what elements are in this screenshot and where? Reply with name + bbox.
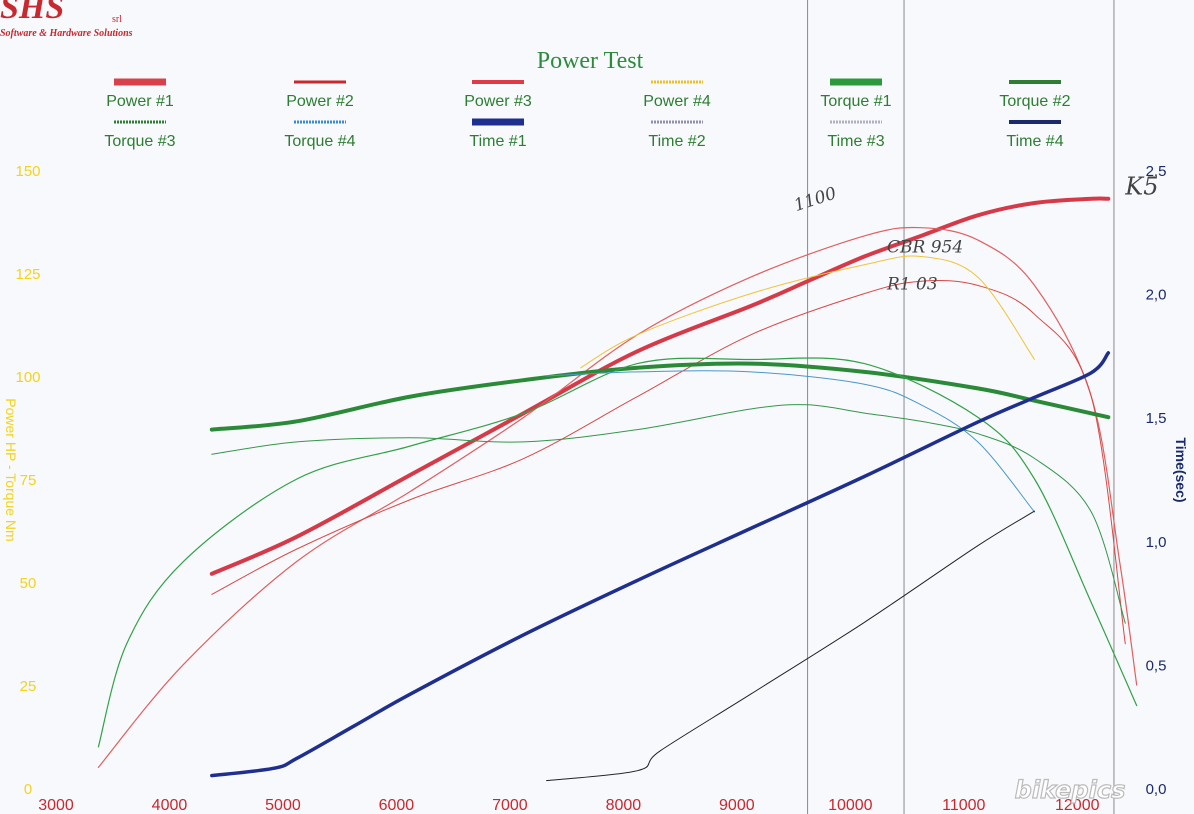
legend-label-power-2: Power #2 [286,93,354,110]
annotation-cbr-954: CBR 954 [887,237,963,257]
legend-label-torque-1: Torque #1 [820,93,891,110]
legend-label-power-4: Power #4 [643,93,711,110]
right-axis-label: Time(sec) [1173,437,1189,502]
logo-text: SHS [0,0,64,26]
left-axis-ticks: 0 25 50 75 100 125 150 [15,163,40,798]
right-tick-label: 1,0 [1146,534,1167,551]
watermark: bikepics [1015,776,1126,804]
right-axis-ticks: 0,0 0,5 1,0 1,5 2,0 2,5 [1146,163,1167,798]
left-tick-label: 50 [20,575,37,592]
left-tick-label: 25 [20,678,37,695]
reference-lines [807,0,1115,814]
legend-label-power-3: Power #3 [464,93,532,110]
left-tick-label: 0 [24,781,32,798]
left-tick-label: 125 [15,266,40,283]
legend-label-time-3: Time #3 [827,133,884,150]
legend-label-time-2: Time #2 [648,133,705,150]
series-line-time-1100 [546,510,1035,782]
series-lines [97,196,1138,782]
left-tick-label: 100 [15,369,40,386]
series-line-time-k5 [210,351,1111,778]
x-tick-label: 11000 [942,797,985,814]
legend: Power #1 Power #2 Power #3 Power #4 Torque #… [104,78,1071,150]
x-tick-label: 4000 [152,797,188,814]
left-tick-label: 75 [20,472,37,489]
left-tick-label: 150 [15,163,40,180]
series-line-torque-cbr-954 [546,370,1035,513]
series-line-power-r1-03 [211,280,1126,645]
right-tick-label: 2,5 [1146,163,1167,180]
series-line-torque-k5 [209,361,1111,432]
series-line-torque-1100 [97,357,1138,748]
x-tick-label: 3000 [38,797,74,814]
right-tick-label: 2,0 [1146,287,1167,304]
legend-label-torque-3: Torque #3 [104,133,175,150]
legend-label-torque-4: Torque #4 [284,133,355,150]
series-line-power-1100 [97,226,1138,768]
series-line-torque-r1-03 [211,404,1126,624]
left-axis-label: Power HP - Torque Nm [3,398,19,541]
handwritten-annotations: 1100 CBR 954 R1 03 K5 [792,173,1159,295]
annotation-1100: 1100 [792,184,840,216]
legend-label-time-4: Time #4 [1006,133,1063,150]
x-tick-label: 10000 [828,797,873,814]
legend-label-time-1: Time #1 [469,133,526,150]
series-line-power-k5 [209,196,1111,576]
annotation-k5: K5 [1124,173,1158,201]
annotation-r1-03: R1 03 [886,274,938,294]
x-tick-label: 12000 [1055,797,1100,814]
shs-logo: SHS srl Software & Hardware Solutions [0,0,133,39]
series-line-power-cbr-954 [580,255,1035,369]
legend-label-power-1: Power #1 [106,93,174,110]
logo-suffix: srl [112,14,122,25]
legend-label-torque-2: Torque #2 [999,93,1070,110]
right-tick-label: 0,0 [1146,781,1167,798]
x-tick-label: 6000 [379,797,415,814]
x-tick-label: 5000 [265,797,301,814]
x-axis-ticks: 3000 4000 5000 6000 7000 8000 9000 10000 11000 12… [38,797,1099,814]
logo-tagline: Software & Hardware Solutions [0,28,133,39]
x-tick-label: 9000 [719,797,755,814]
chart-title: Power Test [537,48,644,74]
x-tick-label: 7000 [492,797,528,814]
x-tick-label: 8000 [606,797,642,814]
right-tick-label: 1,5 [1146,410,1167,427]
right-tick-label: 0,5 [1146,657,1167,674]
